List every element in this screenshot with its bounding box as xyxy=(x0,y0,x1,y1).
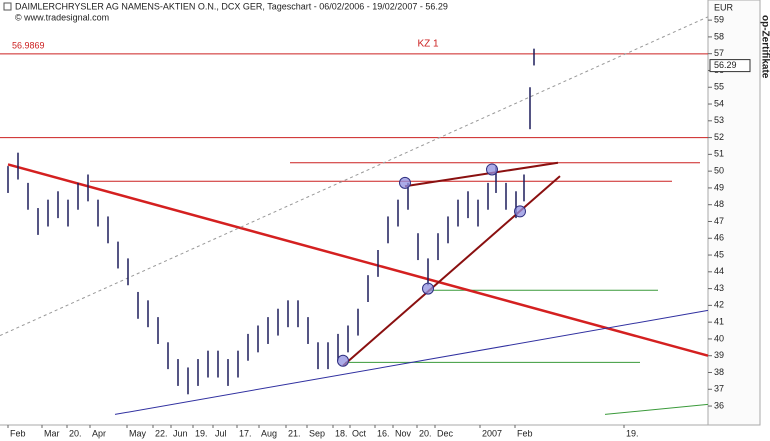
y-tick-label: 58 xyxy=(714,31,724,41)
y-tick-label: 48 xyxy=(714,199,724,209)
source: © www.tradesignal.com xyxy=(15,12,109,22)
side-label: op-Zertifikate xyxy=(759,15,770,79)
y-tick-label: 45 xyxy=(714,249,724,259)
x-tick-label: Feb xyxy=(10,428,26,438)
x-tick-label: Oct xyxy=(352,428,367,438)
y-tick-label: 47 xyxy=(714,216,724,226)
pivot-marker xyxy=(514,205,526,218)
x-tick-label: Jul xyxy=(215,428,227,438)
y-tick-label: 42 xyxy=(714,300,724,310)
y-tick-label: 55 xyxy=(714,82,724,92)
title-icon xyxy=(3,2,12,11)
y-tick-label: 57 xyxy=(714,48,724,58)
y-tick-label: 40 xyxy=(714,333,724,343)
x-tick-label: 21. xyxy=(288,428,301,438)
x-tick-label: Apr xyxy=(92,428,106,438)
y-tick-label: 46 xyxy=(714,233,724,243)
level-label: 56.9869 xyxy=(12,40,45,50)
y-tick-label: 50 xyxy=(714,166,724,176)
pivot-marker xyxy=(399,176,411,189)
trendline xyxy=(114,309,709,415)
y-tick-label: 44 xyxy=(714,266,724,276)
x-tick-label: Feb xyxy=(517,428,533,438)
pivot-marker xyxy=(422,282,434,295)
x-tick-label: Nov xyxy=(395,428,412,438)
x-tick-label: Mar xyxy=(44,428,60,438)
x-tick-label: 16. xyxy=(377,428,390,438)
x-tick-label: 17. xyxy=(239,428,252,438)
x-tick-label: Dec xyxy=(437,428,454,438)
y-tick-label: 54 xyxy=(714,98,724,108)
trendline xyxy=(404,161,559,188)
x-tick-label: Aug xyxy=(261,428,277,438)
y-tick-label: 59 xyxy=(714,15,724,25)
y-tick-label: 51 xyxy=(714,149,724,159)
y-tick-label: 37 xyxy=(714,384,724,394)
y-tick-label: 36 xyxy=(714,400,724,410)
x-tick-label: 19. xyxy=(195,428,208,438)
currency: EUR xyxy=(714,2,734,12)
y-tick-label: 43 xyxy=(714,283,724,293)
last-price-label: 56.29 xyxy=(714,60,737,70)
y-tick-label: 38 xyxy=(714,367,724,377)
x-tick-label: 20. xyxy=(69,428,82,438)
x-tick-label: Sep xyxy=(309,428,325,438)
y-tick-label: 49 xyxy=(714,182,724,192)
y-tick-label: 41 xyxy=(714,317,724,327)
annotation: KZ 1 xyxy=(417,39,439,50)
x-tick-label: May xyxy=(129,428,147,438)
x-tick-label: 19. xyxy=(626,428,639,438)
x-tick-label: 22. xyxy=(155,428,168,438)
y-tick-label: 53 xyxy=(714,115,724,125)
pivot-marker xyxy=(486,163,498,176)
x-tick-label: 18. xyxy=(335,428,348,438)
x-tick-label: 2007 xyxy=(482,428,502,438)
x-tick-label: 20. xyxy=(419,428,432,438)
last-price-box xyxy=(709,59,751,73)
trendline xyxy=(7,163,709,357)
x-tick-label: Jun xyxy=(173,428,188,438)
y-tick-label: 39 xyxy=(714,350,724,360)
chart-title: DAIMLERCHRYSLER AG NAMENS-AKTIEN O.N., D… xyxy=(15,1,448,11)
trendline xyxy=(604,403,709,415)
y-tick-label: 52 xyxy=(714,132,724,142)
pivot-marker xyxy=(337,354,349,367)
